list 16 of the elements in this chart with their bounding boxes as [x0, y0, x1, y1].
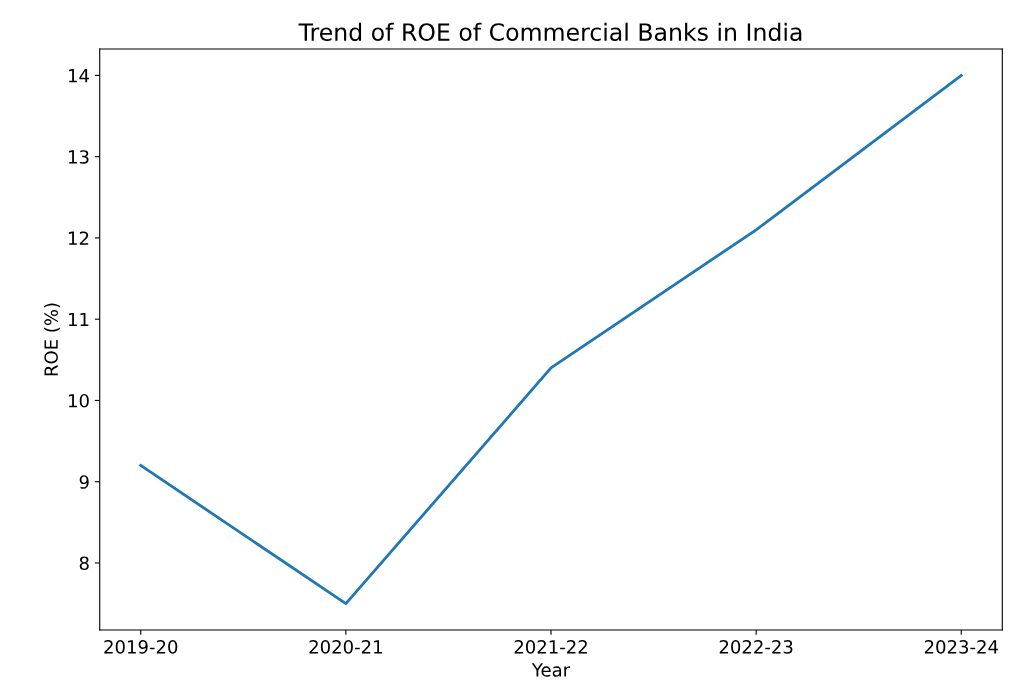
x-tick-label: 2019-20 [104, 640, 178, 654]
y-tick-label: 8 [79, 556, 89, 571]
y-tick-label: 10 [69, 393, 89, 408]
x-axis-title: Year [531, 663, 571, 677]
x-tick-label: 2022-23 [719, 640, 793, 654]
x-tick-label: 2021-22 [514, 640, 587, 654]
line-series [139, 74, 963, 605]
y-tick-label: 14 [69, 69, 89, 83]
x-tick-label: 2020-21 [309, 640, 382, 654]
chart-title: Trend of ROE of Commercial Banks in India [298, 22, 802, 41]
x-tick-label: 2023-24 [924, 640, 998, 654]
y-tick-label: 9 [79, 475, 89, 489]
y-tick-label: 11 [69, 312, 89, 327]
y-tick-label: 13 [69, 150, 89, 164]
y-axis-title: ROE (%) [44, 303, 61, 376]
y-tick-label: 12 [69, 231, 89, 245]
